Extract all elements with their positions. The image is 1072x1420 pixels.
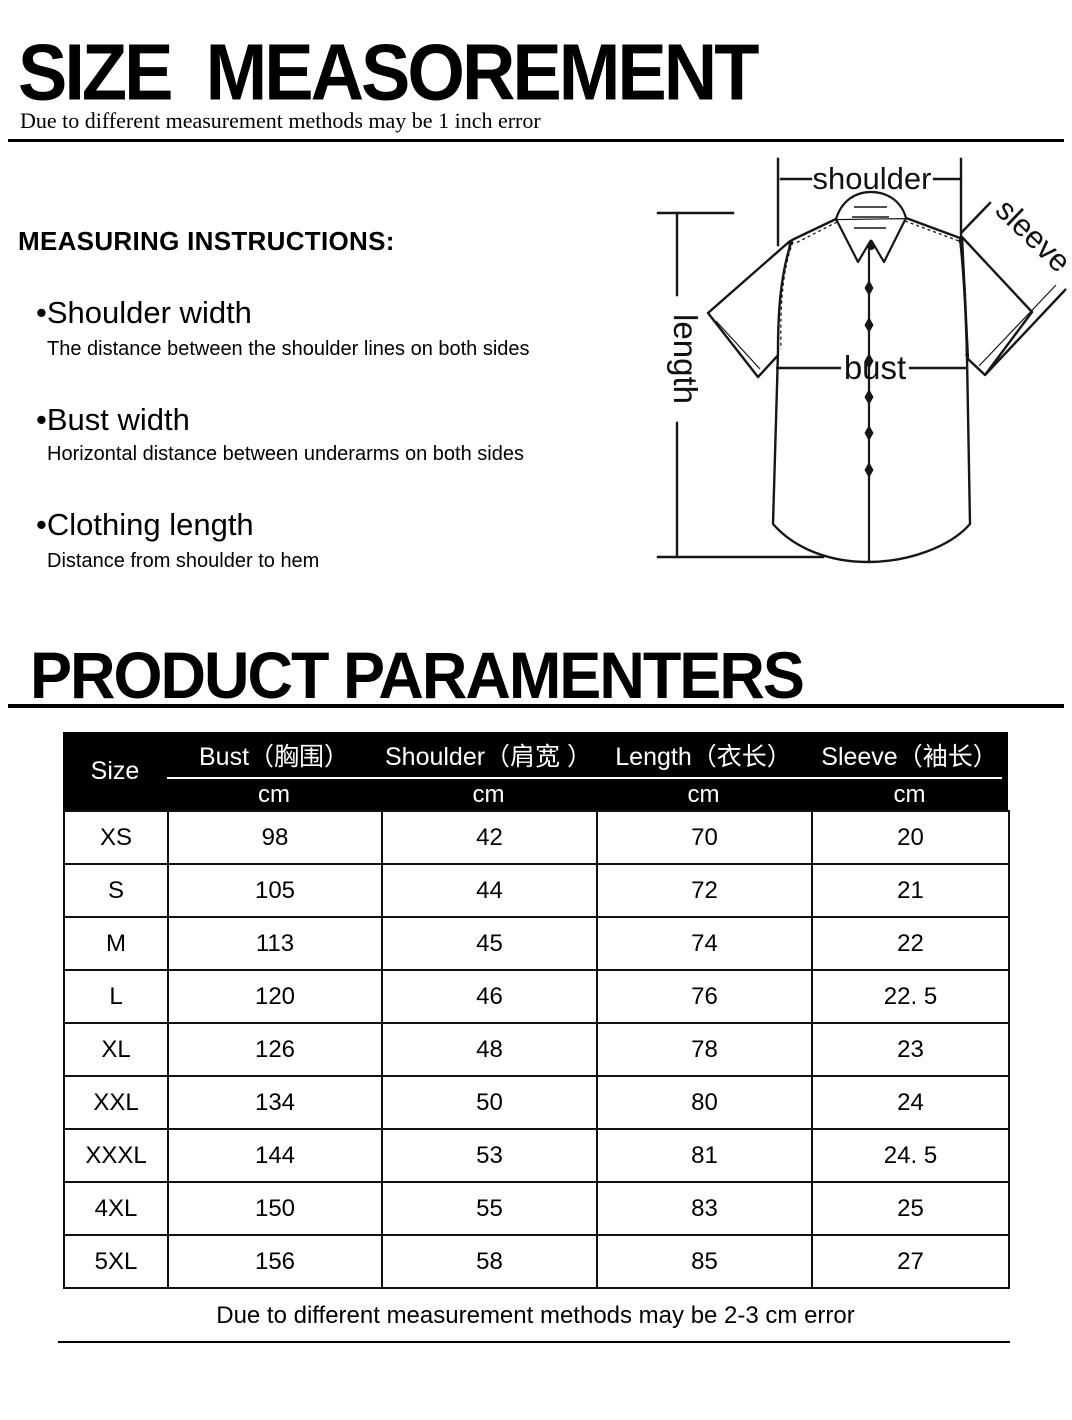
unit-shoulder: cm: [472, 780, 505, 808]
bust-value: 113: [167, 916, 383, 971]
bust-value: 134: [167, 1075, 383, 1130]
table-row: 5XL 156 58 85 27: [63, 1234, 1010, 1289]
divider-bottom: [58, 1341, 1010, 1343]
shirt-collar: [834, 190, 908, 264]
size-table: XS 98 42 70 20 S 105 44 72 21 M 113 45 7…: [63, 810, 1010, 1289]
bust-label: bust: [844, 349, 906, 386]
unit-bust: cm: [258, 780, 290, 808]
measure-columns-header: Bust（胸围） Shoulder（肩宽 ） Length（衣长） Sleeve…: [167, 732, 1008, 810]
length-value: 83: [596, 1181, 813, 1236]
shoulder-label: shoulder: [813, 161, 932, 196]
sleeve-value: 27: [811, 1234, 1010, 1289]
divider-parameters: [8, 704, 1064, 708]
size-value: M: [63, 916, 169, 971]
length-value: 72: [596, 863, 813, 918]
col-header-bust: Bust（胸围）: [198, 742, 350, 771]
table-row: M 113 45 74 22: [63, 916, 1010, 971]
table-row: L 120 46 76 22. 5: [63, 969, 1010, 1024]
page-subtitle: Due to different measurement methods may…: [20, 108, 541, 133]
sleeve-value: 20: [811, 810, 1010, 865]
sleeve-label: sleeve: [989, 192, 1072, 279]
size-value: 4XL: [63, 1181, 169, 1236]
collar-button: [867, 242, 875, 250]
col-header-sleeve: Sleeve（袖长）: [821, 742, 998, 771]
length-label: length: [667, 314, 704, 404]
seam-stitching: [780, 220, 967, 357]
shoulder-value: 48: [381, 1022, 598, 1077]
divider-top: [8, 139, 1064, 142]
sleeve-value: 25: [811, 1181, 1010, 1236]
unit-sleeve: cm: [893, 780, 926, 808]
instruction-desc-shoulder: The distance between the shoulder lines …: [47, 338, 530, 360]
shoulder-value: 53: [381, 1128, 598, 1183]
instruction-term-shoulder: •Shoulder width: [36, 295, 252, 330]
left-cuff-detail: [715, 320, 761, 370]
table-row: XS 98 42 70 20: [63, 810, 1010, 865]
bust-value: 144: [167, 1128, 383, 1183]
sleeve-value: 24: [811, 1075, 1010, 1130]
col-header-length: Length（衣长）: [615, 742, 792, 771]
length-value: 80: [596, 1075, 813, 1130]
shirt-buttons: [864, 280, 874, 478]
length-value: 81: [596, 1128, 813, 1183]
instruction-term-length: •Clothing length: [36, 507, 254, 542]
measurement-error-note: Due to different measurement methods may…: [216, 1302, 855, 1329]
table-row: 4XL 150 55 83 25: [63, 1181, 1010, 1236]
size-value: XL: [63, 1022, 169, 1077]
shoulder-value: 44: [381, 863, 598, 918]
size-value: S: [63, 863, 169, 918]
bust-value: 156: [167, 1234, 383, 1289]
sleeve-value: 22: [811, 916, 1010, 971]
shoulder-value: 58: [381, 1234, 598, 1289]
unit-length: cm: [687, 780, 720, 808]
shoulder-value: 45: [381, 916, 598, 971]
sleeve-value: 24. 5: [811, 1128, 1010, 1183]
size-value: L: [63, 969, 169, 1024]
bust-value: 126: [167, 1022, 383, 1077]
size-column-header: Size: [90, 756, 140, 785]
instruction-desc-length: Distance from shoulder to hem: [47, 550, 320, 572]
table-row: XXL 134 50 80 24: [63, 1075, 1010, 1130]
size-table-header: Size Bust（胸围） Shoulder（肩宽 ） Length（衣长） S…: [63, 732, 1008, 810]
bust-value: 120: [167, 969, 383, 1024]
length-value: 74: [596, 916, 813, 971]
parameters-heading: PRODUCT PARAMENTERS: [30, 639, 805, 713]
size-value: 5XL: [63, 1234, 169, 1289]
shoulder-value: 46: [381, 969, 598, 1024]
table-row: XXXL 144 53 81 24. 5: [63, 1128, 1010, 1183]
table-row: S 105 44 72 21: [63, 863, 1010, 918]
shoulder-value: 55: [381, 1181, 598, 1236]
right-cuff-detail: [978, 284, 1057, 367]
shoulder-value: 42: [381, 810, 598, 865]
page-title: SIZE MEASOREMENT: [18, 27, 759, 117]
table-row: XL 126 48 78 23: [63, 1022, 1010, 1077]
bust-value: 98: [167, 810, 383, 865]
shirt-body: [771, 216, 972, 564]
length-value: 76: [596, 969, 813, 1024]
size-value: XXL: [63, 1075, 169, 1130]
sleeve-value: 21: [811, 863, 1010, 918]
collar-band-lines: [852, 206, 889, 229]
size-value: XS: [63, 810, 169, 865]
length-value: 70: [596, 810, 813, 865]
size-value: XXXL: [63, 1128, 169, 1183]
bust-value: 150: [167, 1181, 383, 1236]
length-value: 85: [596, 1234, 813, 1289]
instruction-desc-bust: Horizontal distance between underarms on…: [47, 443, 524, 465]
length-value: 78: [596, 1022, 813, 1077]
sleeve-value: 23: [811, 1022, 1010, 1077]
shirt-measurement-diagram: shoulder length bust sleeve: [656, 157, 1072, 564]
shoulder-value: 50: [381, 1075, 598, 1130]
bust-value: 105: [167, 863, 383, 918]
sleeve-cuff-line: [984, 288, 1067, 376]
col-header-shoulder: Shoulder（肩宽 ）: [384, 742, 593, 771]
sleeve-value: 22. 5: [811, 969, 1010, 1024]
dimension-lines: [656, 157, 992, 559]
header-separator-line: [167, 777, 1002, 779]
instructions-heading: MEASURING INSTRUCTIONS:: [18, 226, 395, 256]
instruction-term-bust: •Bust width: [36, 402, 190, 437]
